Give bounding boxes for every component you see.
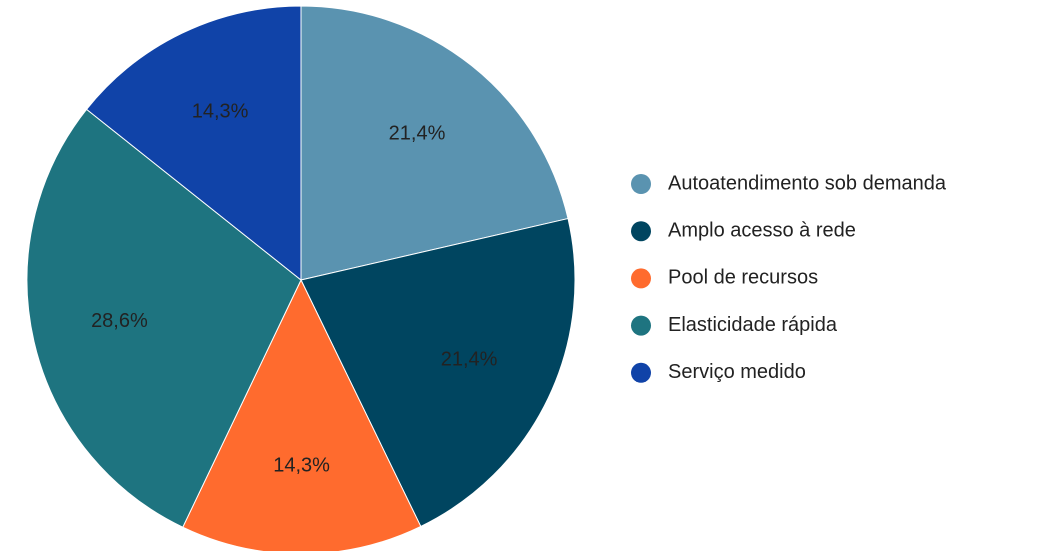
pie-slice [182, 278, 422, 551]
pie-slice [300, 5, 569, 281]
legend-label: Autoatendimento sob demanda [668, 172, 947, 194]
pie-slice [26, 108, 302, 528]
legend-marker [631, 315, 651, 336]
legend-marker [631, 362, 651, 383]
data-label: 21,4% [441, 349, 498, 371]
data-label: 21,4% [389, 123, 446, 145]
legend-label: Amplo acesso à rede [668, 219, 856, 241]
legend-marker [631, 268, 651, 289]
legend-marker [631, 174, 651, 194]
pie-slice [85, 5, 302, 282]
data-label: 28,6% [91, 310, 148, 332]
legend-label: Serviço medido [668, 361, 806, 383]
data-label: 14,3% [273, 455, 330, 477]
legend-marker [631, 221, 651, 242]
legend-label: Pool de recursos [668, 267, 818, 289]
data-label: 14,3% [192, 100, 249, 122]
legend-label: Elasticidade rápida [668, 314, 838, 336]
pie-slice [300, 217, 576, 528]
